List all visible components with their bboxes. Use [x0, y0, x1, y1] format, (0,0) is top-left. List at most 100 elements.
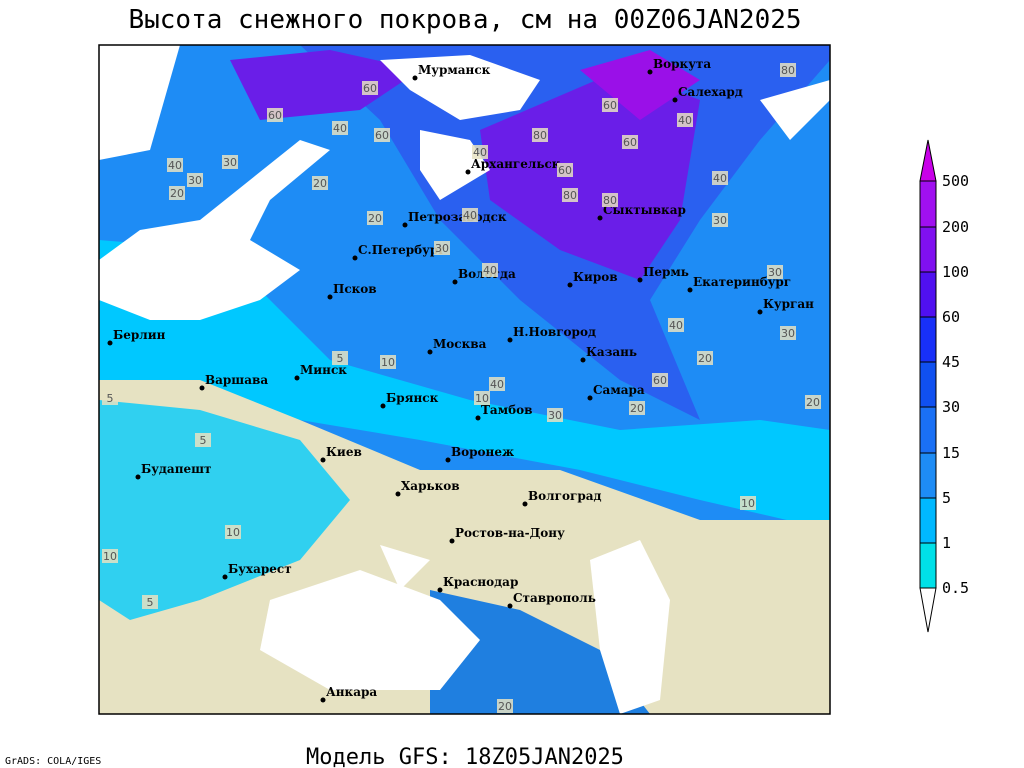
city-dot: [637, 277, 643, 283]
colorbar-bin: [919, 316, 937, 363]
contour-label-box: [222, 155, 238, 169]
contour-label-box: [740, 496, 756, 510]
contour-label-box: [332, 351, 348, 365]
colorbar-label: 60: [942, 308, 960, 326]
city-label: Воронеж: [451, 445, 514, 459]
contour-label-box: [380, 355, 396, 369]
contour-label-box: [102, 391, 118, 405]
contour-label: 40: [168, 159, 182, 172]
contour-label-box: [195, 433, 211, 447]
city-label: Минск: [300, 363, 347, 377]
colorbar-label: 1: [942, 534, 951, 552]
city-dot: [199, 385, 205, 391]
city-label: Киров: [573, 270, 618, 284]
city-label: Воркута: [653, 57, 711, 71]
contour-label: 20: [698, 352, 712, 365]
city-dot: [475, 415, 481, 421]
contour-label: 30: [548, 409, 562, 422]
city-label: Самара: [593, 383, 645, 397]
contour-label-box: [267, 108, 283, 122]
city-label: Киев: [326, 445, 362, 459]
city-label: Петрозаводск: [408, 210, 507, 224]
contour-label-box: [312, 176, 328, 190]
city-dot: [427, 349, 433, 355]
city-dot: [222, 574, 228, 580]
city-label: Сыктывкар: [603, 203, 686, 217]
city-label: Пермь: [643, 265, 689, 279]
city-dot: [402, 222, 408, 228]
contour-label-box: [434, 241, 450, 255]
city-dot: [449, 538, 455, 544]
city-dot: [395, 491, 401, 497]
map-frame: [98, 44, 831, 715]
city-dot: [597, 215, 603, 221]
colorbar-label: 30: [942, 398, 960, 416]
contour-label-box: [780, 63, 796, 77]
contour-label-box: [557, 163, 573, 177]
city-label: Архангельск: [471, 157, 561, 171]
contour-label-box: [332, 121, 348, 135]
contour-label-box: [367, 211, 383, 225]
contour-label-box: [767, 265, 783, 279]
colorbar-label: 45: [942, 353, 960, 371]
city-label: Волгоград: [528, 489, 601, 503]
contour-label-box: [472, 145, 488, 159]
contour-label: 40: [669, 319, 683, 332]
contour-label: 5: [200, 434, 207, 447]
city-label: Курган: [763, 297, 814, 311]
contour-label: 30: [188, 174, 202, 187]
contour-label: 60: [558, 164, 572, 177]
contour-label-box: [677, 113, 693, 127]
contour-label-box: [374, 128, 390, 142]
city-label: Харьков: [401, 479, 460, 493]
contour-label: 30: [223, 156, 237, 169]
city-dot: [445, 457, 451, 463]
contour-label-box: [462, 208, 478, 222]
contour-label: 30: [768, 266, 782, 279]
credit: GrADS: COLA/IGES: [5, 756, 101, 767]
city-dot: [580, 357, 586, 363]
colorbar-bin: [919, 497, 937, 544]
contour-label: 40: [678, 114, 692, 127]
contour-label-box: [547, 408, 563, 422]
contour-label: 20: [498, 700, 512, 713]
city-label: Бухарест: [228, 562, 292, 576]
contour-label: 20: [313, 177, 327, 190]
colorbar-bottom: [919, 587, 937, 633]
contour-label-box: [780, 326, 796, 340]
city-label: Казань: [586, 345, 637, 359]
colorbar-label: 200: [942, 218, 969, 236]
contour-label-box: [187, 173, 203, 187]
colorbar-label: 500: [942, 172, 969, 190]
city-dot: [522, 501, 528, 507]
contour-label: 10: [381, 356, 395, 369]
contour-label: 40: [333, 122, 347, 135]
city-dot: [135, 474, 141, 480]
contour-label-box: [482, 263, 498, 277]
contour-label-box: [362, 81, 378, 95]
colorbar-bin: [919, 542, 937, 589]
colorbar-label: 100: [942, 263, 969, 281]
city-dot: [107, 340, 113, 346]
contour-label-box: [697, 351, 713, 365]
contour-label: 10: [475, 392, 489, 405]
contour-label: 80: [603, 194, 617, 207]
contour-label-box: [805, 395, 821, 409]
contour-label-box: [629, 401, 645, 415]
contour-label: 5: [337, 352, 344, 365]
colorbar-label: 15: [942, 444, 960, 462]
contour-label-box: [474, 391, 490, 405]
city-dot: [452, 279, 458, 285]
contour-label: 60: [623, 136, 637, 149]
contour-label-box: [169, 186, 185, 200]
contour-label-box: [489, 377, 505, 391]
city-label: Москва: [433, 337, 487, 351]
city-label: Ростов-на-Дону: [455, 526, 565, 540]
contour-label: 40: [483, 264, 497, 277]
contour-label-box: [102, 549, 118, 563]
contour-label-box: [622, 135, 638, 149]
contour-label: 80: [563, 189, 577, 202]
contour-label: 5: [107, 392, 114, 405]
contour-label: 40: [713, 172, 727, 185]
city-label: Будапешт: [141, 462, 211, 476]
